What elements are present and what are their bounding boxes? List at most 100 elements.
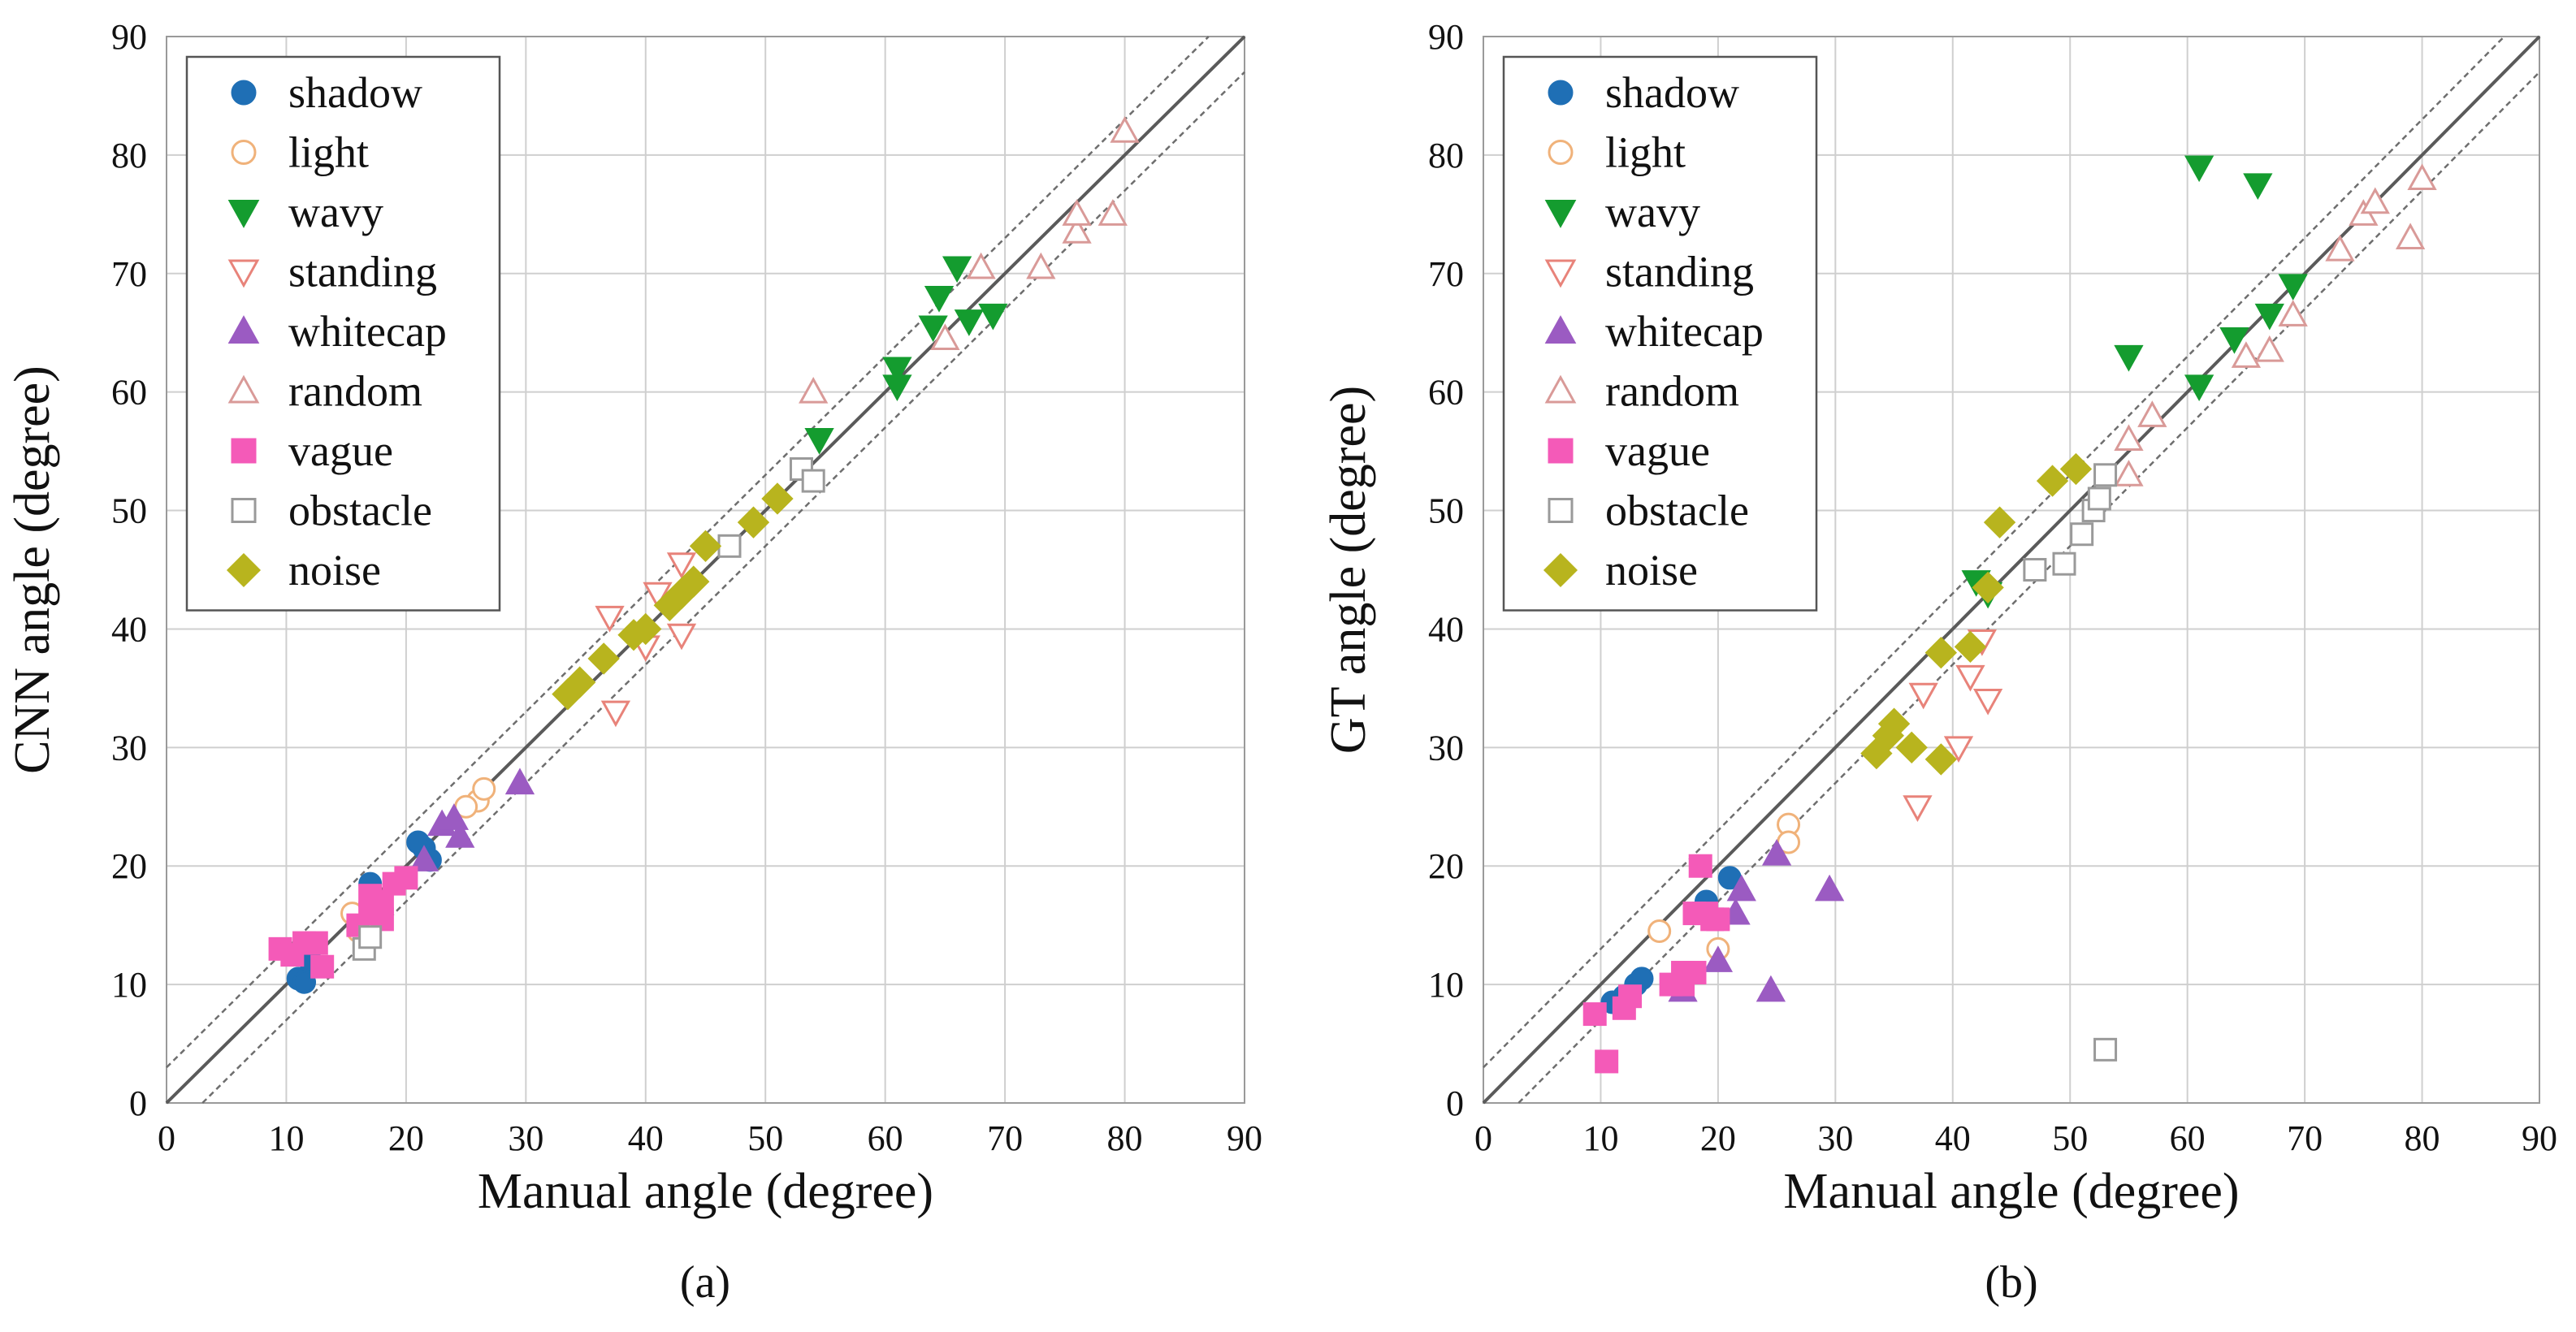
y-axis-label: CNN angle (degree) <box>5 365 60 774</box>
x-tick-label: 20 <box>1700 1118 1736 1158</box>
panel-b: 0 10 20 30 40 50 60 70 80 90 0 10 20 30 40 50 60 70 80 90 Ma… <box>1321 17 2557 1308</box>
data-point-noise <box>587 642 620 675</box>
data-point-wavy <box>942 256 972 283</box>
x-tick-label: 0 <box>1474 1118 1492 1158</box>
data-point-random <box>2231 341 2262 368</box>
legend-label-random: random <box>1605 367 1739 416</box>
y-tick-label: 20 <box>111 846 147 886</box>
data-point-random <box>1110 116 1140 143</box>
legend-label-obstacle: obstacle <box>1605 487 1749 535</box>
panel-label: (a) <box>680 1257 730 1308</box>
y-tick-label: 50 <box>1428 491 1464 531</box>
x-tick-label: 20 <box>388 1118 424 1158</box>
legend-label-wavy: wavy <box>288 188 383 236</box>
data-point-random <box>2395 223 2426 249</box>
data-point-wavy <box>2184 374 2214 402</box>
data-point-noise <box>761 482 794 515</box>
y-tick-label: 10 <box>1428 965 1464 1005</box>
x-tick-label: 50 <box>2052 1118 2088 1158</box>
x-axis-label: Manual angle (degree) <box>1783 1164 2239 1219</box>
x-tick-label: 90 <box>1227 1118 1262 1158</box>
x-tick-label: 90 <box>2522 1118 2557 1158</box>
data-point-shadow <box>292 970 317 994</box>
x-tick-label: 80 <box>1107 1118 1143 1158</box>
data-point-wavy <box>978 303 1008 331</box>
data-point-vague <box>304 931 328 955</box>
data-point-random <box>2114 460 2144 487</box>
legend-label-light: light <box>288 128 369 177</box>
data-point-random <box>2325 234 2355 262</box>
data-point-vague <box>1706 907 1730 932</box>
data-point-vague <box>310 954 335 979</box>
legend-label-vague: vague <box>1605 426 1710 475</box>
data-point-standing <box>595 605 625 633</box>
data-point-wavy <box>2278 274 2308 301</box>
data-point-random <box>1062 217 1092 244</box>
data-point-random <box>966 252 996 279</box>
legend-marker-noise <box>226 552 262 588</box>
legend-marker-whitecap <box>1544 315 1577 344</box>
data-point-noise <box>630 612 662 646</box>
data-point-vague <box>280 943 305 967</box>
data-point-wavy <box>918 315 948 343</box>
data-point-vague <box>1618 984 1643 1009</box>
data-point-wavy <box>2243 173 2273 201</box>
data-point-noise <box>1877 707 1911 740</box>
y-tick-label: 80 <box>111 136 147 175</box>
x-tick-label: 10 <box>268 1118 304 1158</box>
data-point-wavy <box>954 309 985 336</box>
x-tick-label: 70 <box>2287 1118 2323 1158</box>
data-point-standing <box>1972 688 2003 716</box>
legend-label-noise: noise <box>1605 546 1698 595</box>
data-point-wavy <box>2254 303 2284 331</box>
data-point-noise <box>2059 452 2093 486</box>
legend-marker-noise <box>1543 552 1578 588</box>
legend-marker-vague <box>231 438 257 464</box>
data-point-obstacle <box>358 925 383 949</box>
y-tick-label: 40 <box>1428 609 1464 649</box>
x-tick-label: 30 <box>1817 1118 1853 1158</box>
legend-label-shadow: shadow <box>1605 68 1739 117</box>
data-point-standing <box>643 582 673 609</box>
data-point-whitecap <box>504 768 535 795</box>
data-point-wavy <box>2219 327 2249 354</box>
legend-marker-wavy <box>1544 200 1577 228</box>
tolerance-line <box>1483 36 2505 1069</box>
x-tick-label: 30 <box>508 1118 543 1158</box>
data-point-standing <box>1943 736 1974 763</box>
data-point-obstacle <box>2070 522 2094 547</box>
legend-label-noise: noise <box>288 546 381 595</box>
data-point-noise <box>1895 731 1928 764</box>
panel-label: (b) <box>1985 1257 2037 1308</box>
data-point-vague <box>1582 1002 1607 1027</box>
data-point-noise <box>1972 571 2004 604</box>
data-point-whitecap <box>1703 945 1734 972</box>
y-tick-label: 60 <box>111 373 147 413</box>
legend-label-whitecap: whitecap <box>1605 307 1764 356</box>
legend-marker-shadow <box>1548 80 1574 106</box>
data-point-random <box>2114 424 2144 452</box>
legend-marker-vague <box>1548 438 1574 464</box>
data-point-standing <box>666 623 697 651</box>
data-point-wavy <box>924 285 955 313</box>
data-point-random <box>2278 300 2308 327</box>
data-point-whitecap <box>409 845 439 871</box>
data-point-noise <box>2036 465 2069 497</box>
data-point-noise <box>689 530 722 562</box>
data-point-obstacle <box>2093 463 2118 487</box>
y-tick-label: 90 <box>111 17 147 57</box>
y-tick-label: 90 <box>1428 17 1464 57</box>
x-axis-label: Manual angle (degree) <box>478 1164 933 1219</box>
legend-label-random: random <box>288 367 422 416</box>
x-tick-label: 40 <box>1935 1118 1971 1158</box>
data-point-random <box>2407 163 2437 191</box>
data-point-whitecap <box>1726 874 1756 902</box>
data-point-standing <box>1908 682 1938 710</box>
legend-marker-standing <box>1544 259 1577 288</box>
data-point-whitecap <box>1761 838 1792 866</box>
data-point-random <box>2137 400 2167 427</box>
data-point-light <box>472 776 496 801</box>
data-point-wavy <box>2114 344 2144 372</box>
data-point-wavy <box>882 357 912 384</box>
data-point-whitecap <box>1814 874 1845 902</box>
